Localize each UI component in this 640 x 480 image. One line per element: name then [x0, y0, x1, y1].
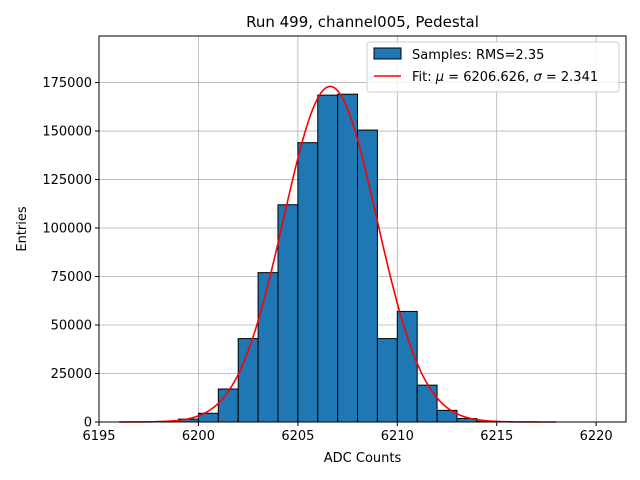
- x-axis-label: ADC Counts: [324, 451, 402, 466]
- histogram-bar: [217, 388, 239, 423]
- x-tick-label: 6215: [480, 429, 513, 444]
- histogram-bars: [158, 93, 498, 423]
- chart-title: Run 499, channel005, Pedestal: [246, 13, 479, 31]
- x-tick-label: 6205: [281, 429, 314, 444]
- y-tick-label: 50000: [51, 319, 92, 334]
- histogram-bar: [257, 272, 279, 423]
- legend-box: [366, 41, 620, 93]
- histogram-bar: [317, 94, 339, 423]
- legend-fit-label: Fit: μ = 6206.626, σ = 2.341: [412, 70, 598, 85]
- x-tick-label: 6220: [580, 429, 613, 444]
- histogram-bar: [297, 142, 319, 423]
- legend-fit-sigma-value: = 2.341: [542, 70, 598, 85]
- histogram-bar: [376, 338, 398, 423]
- histogram-bar: [357, 129, 378, 423]
- histogram-bar: [337, 93, 359, 423]
- legend: Samples: RMS=2.35 Fit: μ = 6206.626, σ =…: [366, 41, 620, 93]
- x-tick-label: 6210: [381, 429, 414, 444]
- fit-curve: [118, 85, 557, 423]
- y-tick-label: 75000: [51, 270, 92, 285]
- y-tick-label: 25000: [51, 367, 92, 382]
- legend-fit-mu-value: = 6206.626,: [444, 70, 533, 85]
- legend-histogram-label: Samples: RMS=2.35: [412, 48, 544, 63]
- legend-histogram-swatch: [373, 47, 402, 60]
- histogram-bar: [277, 204, 299, 423]
- y-tick-label: 175000: [42, 76, 92, 91]
- y-axis-ticks: 0 25000 50000 75000 100000 125000 150000 175000: [42, 76, 99, 431]
- y-tick-label: 100000: [42, 222, 92, 237]
- y-tick-label: 0: [84, 416, 92, 431]
- legend-fit-mu-symbol: μ: [435, 70, 444, 85]
- x-axis-ticks: 6195 6200 6205 6210 6215 6220: [82, 422, 613, 444]
- histogram-bar: [396, 310, 418, 423]
- legend-fit-prefix: Fit:: [412, 70, 436, 85]
- x-tick-label: 6200: [182, 429, 215, 444]
- y-tick-label: 150000: [42, 125, 92, 140]
- histogram-bar: [416, 384, 438, 423]
- plot-frame: [98, 35, 627, 423]
- y-tick-label: 125000: [42, 173, 92, 188]
- x-tick-label: 6195: [82, 429, 115, 444]
- legend-fit-sigma-symbol: σ: [534, 70, 543, 85]
- y-axis-label: Entries: [15, 206, 30, 252]
